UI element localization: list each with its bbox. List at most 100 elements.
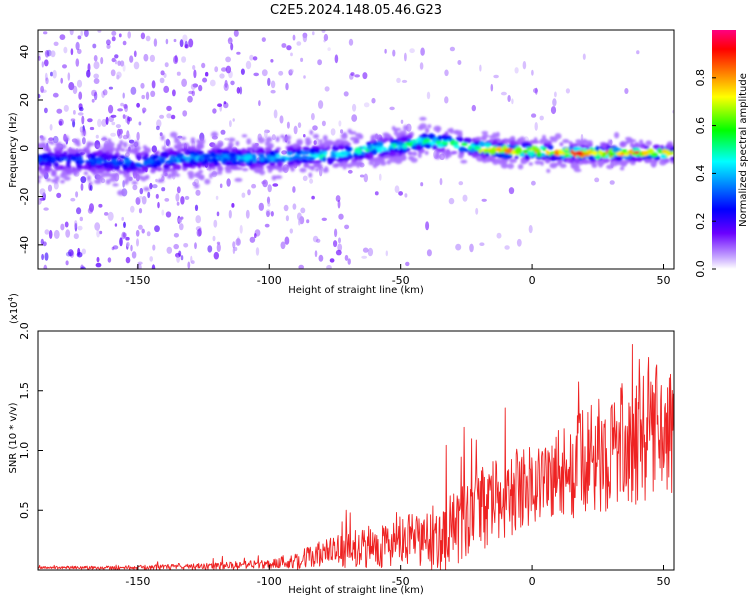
heat-speckle-cell xyxy=(111,57,116,63)
heat-ridge-cell xyxy=(298,156,304,161)
heat-speckle-cell xyxy=(318,254,324,262)
heat-ridge-cell xyxy=(187,170,195,176)
heat-speckle-cell xyxy=(514,67,519,74)
heat-speckle-cell xyxy=(121,216,124,221)
heat-ridge-cell xyxy=(474,136,483,141)
heat-ridge-cell xyxy=(144,152,149,158)
snr-series xyxy=(38,343,674,570)
heat-ridge-cell xyxy=(308,172,313,178)
heat-speckle-cell xyxy=(176,71,181,76)
heat-speckle-cell xyxy=(500,91,507,96)
heat-speckle-cell xyxy=(255,247,260,256)
spectrogram-frame xyxy=(37,29,675,270)
heat-ridge-cell xyxy=(62,151,68,156)
heat-ridge-cell xyxy=(66,147,75,154)
heat-speckle-cell xyxy=(127,31,131,39)
heat-speckle-cell xyxy=(309,178,314,184)
heat-ridge-cell xyxy=(385,133,392,139)
heat-ridge-cell xyxy=(217,170,223,176)
heat-speckle-cell xyxy=(400,119,404,124)
heat-speckle-cell xyxy=(70,48,74,56)
heat-speckle-cell xyxy=(180,216,184,220)
heat-speckle-cell xyxy=(115,124,121,129)
heat-ridge-cell xyxy=(511,150,516,155)
heat-speckle-cell xyxy=(439,178,443,186)
heat-speckle-cell xyxy=(261,37,266,42)
heat-ridge-cell xyxy=(559,163,567,169)
heat-ridge-cell xyxy=(269,150,275,156)
heat-ridge-cell xyxy=(421,133,429,139)
heat-speckle-cell xyxy=(117,60,121,66)
heat-ridge-cell xyxy=(389,139,398,144)
heat-ridge-cell xyxy=(209,172,213,179)
heat-speckle-cell xyxy=(160,70,165,76)
heat-ridge-cell xyxy=(342,132,348,137)
heat-speckle-cell xyxy=(425,221,430,231)
heat-ridge-cell xyxy=(309,160,316,164)
heat-speckle-cell xyxy=(190,83,196,90)
heat-speckle-cell xyxy=(53,229,60,239)
heat-ridge-cell xyxy=(38,156,43,163)
heat-speckle-cell xyxy=(122,40,127,46)
heat-speckle-cell xyxy=(166,246,173,254)
heat-speckle-cell xyxy=(321,217,327,221)
heat-speckle-cell xyxy=(74,220,78,229)
heat-ridge-cell xyxy=(630,161,636,166)
heat-ridge-cell xyxy=(179,158,186,164)
heat-speckle-cell xyxy=(327,47,331,51)
heat-speckle-cell xyxy=(63,104,69,112)
heat-ridge-cell xyxy=(200,154,205,161)
heat-ridge-cell xyxy=(619,166,625,171)
heat-ridge-cell xyxy=(614,132,620,139)
heat-speckle-cell xyxy=(426,91,431,100)
heat-speckle-cell xyxy=(420,47,425,56)
heat-speckle-cell xyxy=(187,95,193,103)
heat-ridge-cell xyxy=(489,155,496,163)
heat-ridge-cell xyxy=(91,160,96,165)
heat-ridge-cell xyxy=(549,164,558,168)
heat-speckle-cell xyxy=(173,243,179,250)
heat-speckle-cell xyxy=(53,41,59,46)
heat-speckle-cell xyxy=(76,79,83,88)
heat-ridge-cell xyxy=(197,174,205,180)
heat-ridge-cell xyxy=(74,138,81,145)
heat-speckle-cell xyxy=(76,251,83,258)
heat-ridge-cell xyxy=(388,150,396,157)
heat-speckle-cell xyxy=(220,129,226,135)
heat-ridge-cell xyxy=(562,139,570,144)
heat-speckle-cell xyxy=(106,39,111,46)
heat-speckle-cell xyxy=(152,184,158,189)
heat-ridge-cell xyxy=(75,152,80,157)
heat-speckle-cell xyxy=(43,264,48,269)
heat-speckle-cell xyxy=(188,38,194,48)
heat-ridge-cell xyxy=(665,144,673,149)
heat-speckle-cell xyxy=(151,80,156,89)
heat-speckle-cell xyxy=(338,120,342,127)
heat-ridge-cell xyxy=(204,178,211,185)
heat-speckle-cell xyxy=(149,256,153,262)
heat-ridge-cell xyxy=(216,165,223,172)
heat-speckle-cell xyxy=(98,203,103,208)
heat-ridge-cell xyxy=(145,164,152,168)
heat-speckle-cell xyxy=(351,114,358,122)
heat-speckle-cell xyxy=(182,34,188,42)
heat-speckle-cell xyxy=(347,258,351,265)
heat-ridge-cell xyxy=(332,163,340,168)
heat-speckle-cell xyxy=(241,192,246,198)
heat-ridge-cell xyxy=(382,147,387,152)
heat-ridge-cell xyxy=(558,149,564,155)
heat-speckle-cell xyxy=(87,118,93,123)
heat-speckle-cell xyxy=(469,243,474,253)
heat-ridge-cell xyxy=(230,148,236,153)
heat-ridge-cell xyxy=(524,154,530,160)
heat-speckle-cell xyxy=(508,187,515,195)
heat-speckle-cell xyxy=(271,134,276,141)
heat-ridge-cell xyxy=(166,173,173,179)
heat-ridge-cell xyxy=(271,175,277,181)
heat-ridge-cell xyxy=(400,135,408,143)
heat-speckle-cell xyxy=(278,70,284,76)
heat-speckle-cell xyxy=(68,82,75,91)
heat-speckle-cell xyxy=(120,60,125,67)
heat-ridge-cell xyxy=(284,156,290,160)
heat-ridge-cell xyxy=(559,142,564,147)
